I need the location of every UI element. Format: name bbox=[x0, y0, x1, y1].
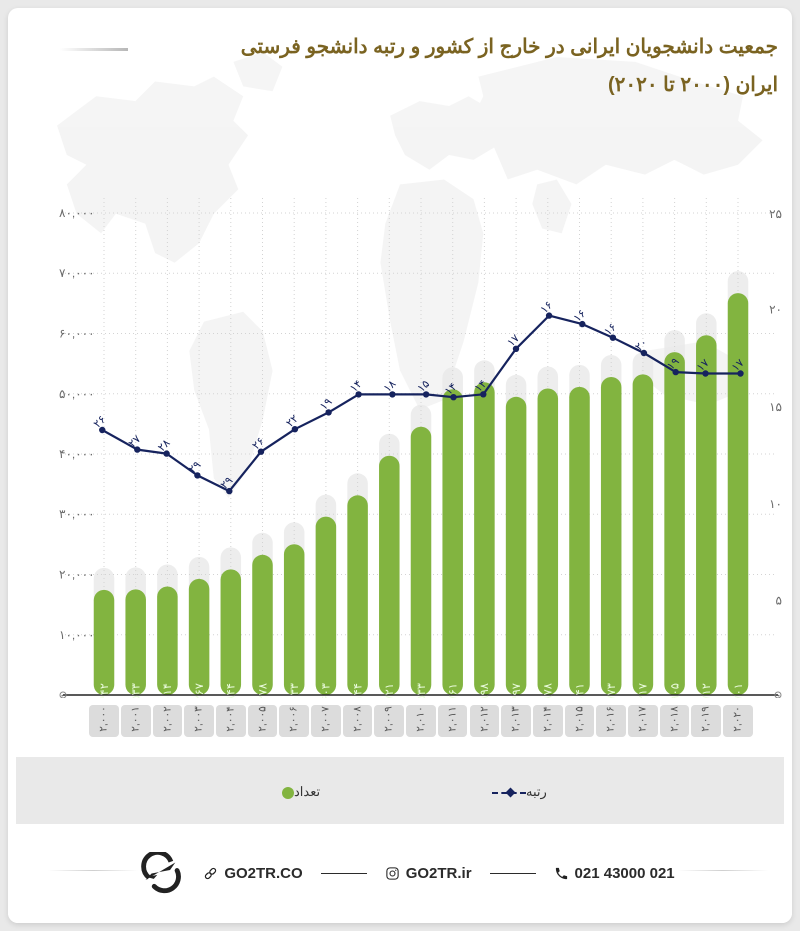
svg-text:۴۴,۵۳۳: ۴۴,۵۳۳ bbox=[416, 682, 428, 698]
svg-text:۲۰,۰۰۰: ۲۰,۰۰۰ bbox=[59, 568, 95, 582]
svg-text:۵۱,۱۴۱: ۵۱,۱۴۱ bbox=[574, 683, 586, 698]
svg-text:۲۳,۲۷۸: ۲۳,۲۷۸ bbox=[257, 682, 269, 698]
svg-text:۵۶,۹۰۵: ۵۶,۹۰۵ bbox=[669, 683, 681, 698]
svg-text:۴۹,۴۹۷: ۴۹,۴۹۷ bbox=[511, 682, 523, 698]
svg-text:۲۰: ۲۰ bbox=[633, 337, 650, 354]
svg-text:۱۶: ۱۶ bbox=[538, 299, 555, 316]
svg-text:۲۹: ۲۹ bbox=[187, 459, 204, 476]
svg-text:۱۹,۲۶۷: ۱۹,۲۶۷ bbox=[194, 682, 206, 698]
svg-text:۱۶: ۱۶ bbox=[602, 321, 619, 338]
svg-text:۵۰,۸۷۸: ۵۰,۸۷۸ bbox=[543, 682, 555, 698]
svg-text:۸۰,۰۰۰: ۸۰,۰۰۰ bbox=[59, 206, 95, 220]
svg-text:۲۹: ۲۹ bbox=[219, 475, 236, 492]
svg-text:۲۷: ۲۷ bbox=[127, 433, 144, 450]
svg-text:۱۷,۵۳۳: ۱۷,۵۳۳ bbox=[131, 682, 143, 698]
svg-text:۶۰,۰۰۰: ۶۰,۰۰۰ bbox=[59, 327, 95, 341]
svg-text:۲۰,۸۴۴: ۲۰,۸۴۴ bbox=[226, 683, 238, 698]
svg-text:۳۰,۰۰۰: ۳۰,۰۰۰ bbox=[59, 507, 95, 521]
svg-text:۴۰,۰۰۰: ۴۰,۰۰۰ bbox=[59, 447, 95, 461]
svg-text:۲۶: ۲۶ bbox=[92, 414, 109, 431]
svg-text:۲۵: ۲۵ bbox=[769, 207, 782, 221]
svg-text:۵: ۵ bbox=[776, 593, 782, 607]
svg-text:۱۴: ۱۴ bbox=[348, 378, 365, 395]
svg-text:۲۰: ۲۰ bbox=[769, 303, 782, 317]
svg-text:۵۱,۸۹۸: ۵۱,۸۹۸ bbox=[479, 682, 491, 698]
svg-text:۱۰: ۱۰ bbox=[769, 497, 782, 511]
svg-text:۱۵: ۱۵ bbox=[415, 378, 432, 395]
svg-text:۳۳,۱۴۴: ۳۳,۱۴۴ bbox=[352, 683, 364, 698]
svg-text:۷۰,۰۰۰: ۷۰,۰۰۰ bbox=[59, 266, 95, 280]
svg-text:۳۹,۷۲۱: ۳۹,۷۲۱ bbox=[384, 683, 396, 698]
svg-text:۵۰,۰۰۰: ۵۰,۰۰۰ bbox=[59, 387, 95, 401]
svg-text:۱۷: ۱۷ bbox=[505, 332, 522, 349]
svg-text:۱۵: ۱۵ bbox=[769, 400, 782, 414]
svg-text:۲۵,۰۳۳: ۲۵,۰۳۳ bbox=[289, 682, 301, 698]
svg-text:۵۲,۷۷۳: ۵۲,۷۷۳ bbox=[606, 682, 618, 698]
svg-text:۱۸,۰۱۴: ۱۸,۰۱۴ bbox=[162, 683, 174, 698]
svg-text:۲۹,۶۰۳: ۲۹,۶۰۳ bbox=[321, 682, 333, 698]
svg-text:۱۷,۴۴۲: ۱۷,۴۴۲ bbox=[99, 683, 111, 698]
svg-text:۵۹,۷۱۲: ۵۹,۷۱۲ bbox=[701, 683, 713, 698]
svg-text:۵۰,۷۶۱: ۵۰,۷۶۱ bbox=[448, 683, 460, 698]
svg-text:۵۳,۲۱۷: ۵۳,۲۱۷ bbox=[638, 682, 650, 698]
svg-text:۱۸: ۱۸ bbox=[382, 378, 399, 395]
svg-text:۶۶,۷۰۱: ۶۶,۷۰۱ bbox=[733, 683, 745, 698]
svg-text:۱۰,۰۰۰: ۱۰,۰۰۰ bbox=[59, 628, 95, 642]
